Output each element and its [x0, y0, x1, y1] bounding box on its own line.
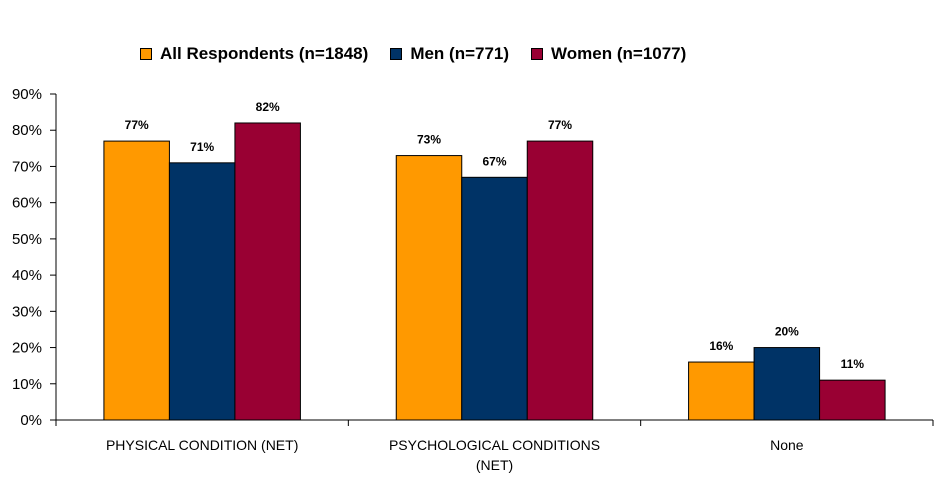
legend-label-women: Women (n=1077) — [551, 44, 687, 63]
y-tick-label: 90% — [12, 86, 42, 103]
y-tick-label: 10% — [12, 376, 42, 393]
bar — [526, 140, 594, 421]
legend: All Respondents (n=1848) Men (n=771) Wom… — [140, 44, 708, 64]
x-tick-label: PSYCHOLOGICAL CONDITIONS — [389, 437, 600, 453]
bar — [688, 361, 755, 421]
bar — [395, 155, 463, 421]
data-label: 77% — [548, 118, 572, 132]
data-label: 11% — [841, 357, 865, 371]
bar — [753, 347, 821, 421]
y-tick-label: 70% — [12, 158, 42, 175]
legend-swatch-men — [390, 48, 403, 60]
y-tick-label: 20% — [12, 340, 42, 357]
y-tick-label: 30% — [12, 303, 42, 320]
legend-swatch-women — [531, 48, 544, 60]
y-tick-label: 60% — [12, 195, 42, 212]
bar — [168, 162, 236, 421]
x-tick-label: PHYSICAL CONDITION (NET) — [106, 437, 298, 453]
data-label: 20% — [775, 325, 799, 339]
data-label: 82% — [256, 100, 280, 114]
bar — [103, 140, 170, 421]
data-label: 67% — [482, 154, 506, 168]
y-tick-label: 80% — [12, 122, 42, 139]
data-label: 71% — [190, 140, 214, 154]
legend-swatch-all-respondents — [140, 48, 152, 60]
legend-item-all-respondents: All Respondents (n=1848) — [140, 44, 368, 64]
legend-item-women: Women (n=1077) — [531, 44, 686, 64]
bar — [461, 176, 528, 421]
legend-label-all-respondents: All Respondents (n=1848) — [160, 44, 369, 63]
legend-label-men: Men (n=771) — [410, 44, 510, 63]
y-tick-label: 40% — [12, 267, 42, 284]
data-label: 16% — [709, 339, 733, 353]
bar — [234, 122, 301, 421]
data-label: 77% — [125, 118, 149, 132]
y-tick-label: 0% — [20, 412, 42, 429]
x-tick-label: None — [770, 437, 804, 453]
data-label: 73% — [417, 133, 441, 147]
bar — [819, 379, 886, 421]
y-tick-label: 50% — [12, 231, 42, 248]
legend-item-men: Men (n=771) — [390, 44, 509, 64]
x-tick-label: (NET) — [476, 457, 513, 473]
